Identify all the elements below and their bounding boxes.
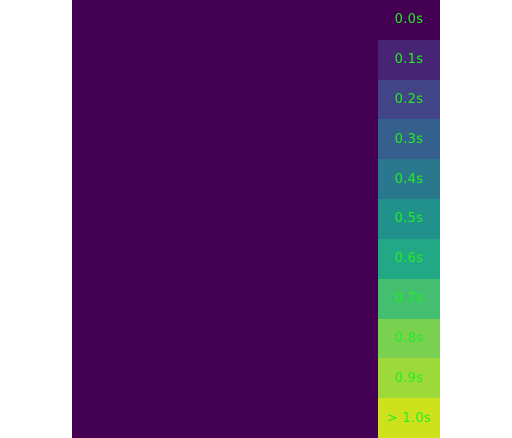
legend-cell-2: 0.2s [378, 79, 440, 120]
legend-label: 0.8s [394, 330, 424, 346]
legend-cell-10: > 1.0s [378, 398, 440, 438]
legend-label: 0.5s [394, 211, 424, 227]
legend-cell-8: 0.8s [378, 318, 440, 359]
timing-color-legend: 0.0s 0.1s 0.2s 0.3s 0.4s 0.5s 0.6s 0.7s … [378, 0, 440, 438]
legend-cell-9: 0.9s [378, 358, 440, 399]
legend-cell-3: 0.3s [378, 119, 440, 160]
legend-cell-4: 0.4s [378, 159, 440, 200]
legend-label: > 1.0s [386, 410, 432, 426]
legend-label: 0.2s [394, 92, 424, 108]
legend-cell-6: 0.6s [378, 238, 440, 279]
render-canvas [72, 0, 378, 438]
legend-label: 0.1s [394, 52, 424, 68]
heatmap-viewer: 0.0s 0.1s 0.2s 0.3s 0.4s 0.5s 0.6s 0.7s … [72, 0, 440, 438]
legend-label: 0.7s [394, 291, 424, 307]
legend-label: 0.3s [394, 131, 424, 147]
legend-label: 0.6s [394, 251, 424, 267]
legend-cell-1: 0.1s [378, 39, 440, 80]
legend-cell-5: 0.5s [378, 199, 440, 239]
legend-label: 0.0s [394, 12, 424, 28]
legend-cell-0: 0.0s [378, 0, 440, 40]
legend-label: 0.9s [394, 370, 424, 386]
legend-cell-7: 0.7s [378, 278, 440, 319]
legend-label: 0.4s [394, 171, 424, 187]
